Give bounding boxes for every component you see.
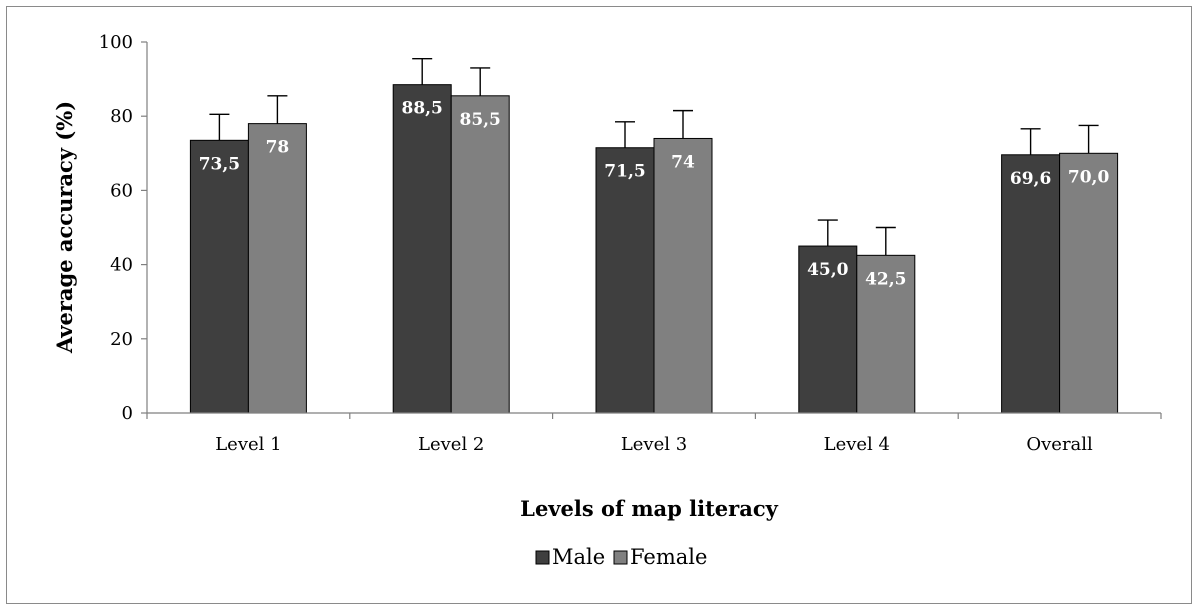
bar-female (856, 254, 916, 414)
x-category-label: Level 4 (824, 434, 890, 455)
y-tick-label: 40 (110, 255, 133, 276)
data-label-female: 78 (266, 138, 290, 158)
y-axis-title: Average accuracy (%) (52, 101, 77, 354)
legend-swatch-male (535, 550, 550, 565)
error-bars-layer (209, 57, 1099, 256)
y-tick-label: 60 (110, 180, 133, 201)
bar-male (595, 147, 655, 414)
legend-label-male: Male (552, 545, 605, 569)
bar-female (653, 137, 713, 414)
x-category-label: Level 2 (418, 434, 484, 455)
x-category-label: Level 3 (621, 434, 687, 455)
data-label-male: 71,5 (604, 162, 645, 182)
y-axis-ticks: 0 20 40 60 80 100 (99, 32, 147, 424)
legend-label-female: Female (630, 545, 707, 569)
data-label-male: 45,0 (807, 260, 849, 280)
x-axis-categories: Level 1 Level 2 Level 3 Level 4 Overall (215, 434, 1093, 455)
y-tick-label: 80 (110, 106, 133, 127)
data-label-female: 70,0 (1068, 167, 1110, 187)
y-tick-label: 0 (122, 403, 133, 424)
x-axis-title: Levels of map literacy (520, 496, 778, 521)
bar-female (247, 123, 307, 414)
bars-layer (189, 84, 1119, 414)
data-label-female: 74 (671, 152, 695, 172)
axes-layer (146, 42, 1162, 419)
data-label-female: 42,5 (865, 269, 906, 289)
data-labels-layer: 73,5 78 88,5 85,5 71,5 74 45,0 42,5 69,6 70,0 (199, 99, 1110, 290)
x-category-label: Overall (1026, 434, 1093, 455)
data-label-female: 85,5 (459, 110, 500, 130)
data-label-male: 88,5 (401, 99, 442, 119)
bar-female (450, 95, 510, 414)
bar-male (189, 139, 249, 414)
bar-female (1059, 152, 1119, 414)
legend: Male Female (535, 545, 707, 569)
bar-male (392, 84, 452, 414)
x-category-label: Level 1 (215, 434, 281, 455)
legend-swatch-female (613, 550, 628, 565)
y-tick-label: 100 (99, 32, 133, 53)
data-label-male: 73,5 (199, 154, 240, 174)
y-tick-label: 20 (110, 329, 133, 350)
bar-male (1001, 154, 1061, 414)
data-label-male: 69,6 (1010, 169, 1051, 189)
